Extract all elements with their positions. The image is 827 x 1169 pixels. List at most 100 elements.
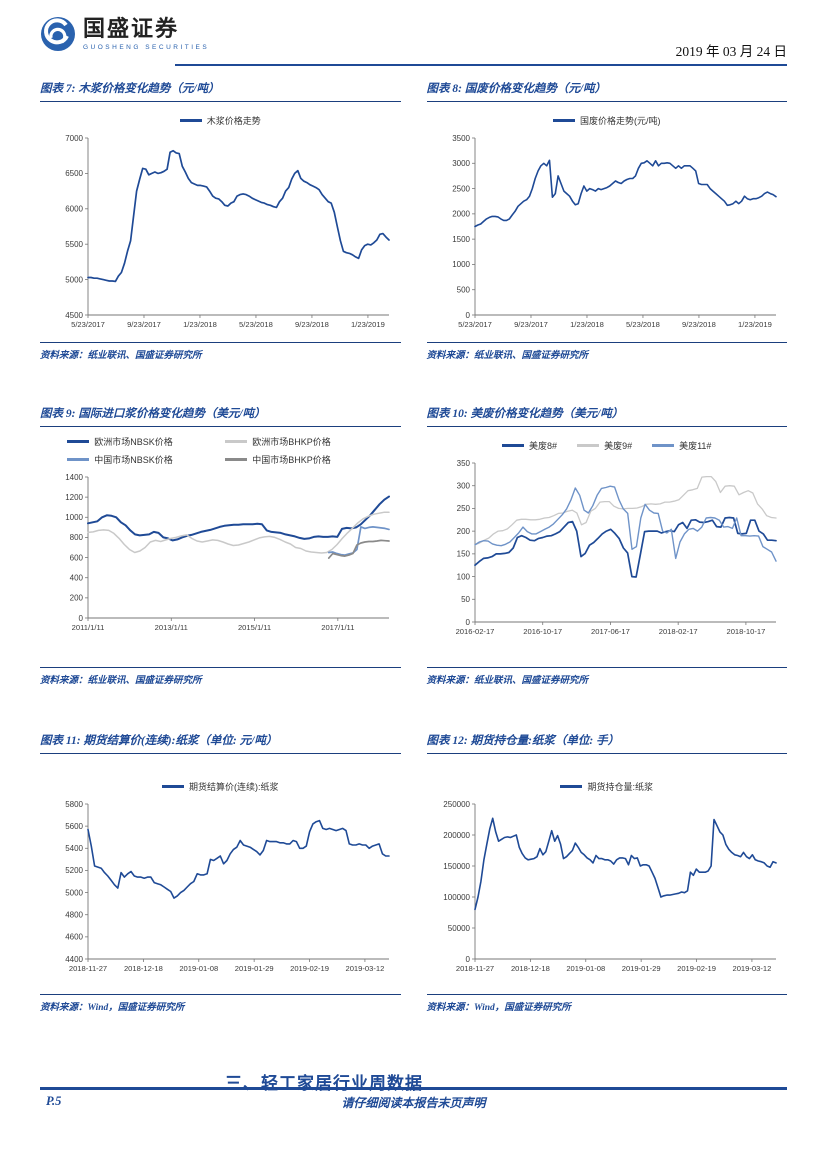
legend-item: 欧洲市场BHKP价格 (225, 435, 373, 448)
svg-text:2019-03-12: 2019-03-12 (732, 964, 771, 973)
imported-pulp-price-chart: 0 200 400 600 800 1000 1200 1400 2011/1/11 2013/1… (65, 473, 391, 632)
svg-text:2018-12-18: 2018-12-18 (511, 964, 550, 973)
svg-text:500: 500 (456, 286, 470, 295)
svg-text:2018-12-18: 2018-12-18 (124, 964, 163, 973)
legend-label: 期货持仓量:纸浆 (587, 782, 653, 792)
legend-label: 美废9# (604, 441, 633, 451)
svg-text:200: 200 (70, 594, 84, 603)
svg-text:6000: 6000 (65, 205, 83, 214)
figure-8-body: 国废价格走势(元/吨) 0 500 1000 1500 2000 2500 3000 3500… (427, 102, 788, 342)
svg-text:2019-01-29: 2019-01-29 (235, 964, 274, 973)
svg-text:100000: 100000 (443, 893, 470, 902)
legend-label: 木浆价格走势 (206, 116, 261, 126)
guosheng-logo-icon (41, 17, 75, 51)
figure-12: 图表 12: 期货持仓量:纸浆（单位: 手） 期货持仓量:纸浆 0 50000 10… (426, 732, 788, 1013)
svg-text:2016-02-17: 2016-02-17 (455, 627, 494, 636)
svg-text:2018-02-17: 2018-02-17 (658, 627, 697, 636)
figure-row-3: 图表 11: 期货结算价(连续):纸浆（单位: 元/吨） 期货结算价(连续):纸… (40, 732, 787, 1013)
figure-8-source: 资料来源：纸业联讯、国盛证券研究所 (426, 342, 787, 361)
report-date: 2019 年 03 月 24 日 (675, 44, 787, 59)
page-footer: P.5 请仔细阅读本报告末页声明 (40, 1087, 787, 1112)
legend-item: 木浆价格走势 (179, 114, 261, 127)
figure-7-body: 木浆价格走势 4500 5000 5500 6000 6500 7000 5/23/2017… (40, 102, 401, 342)
legend-item: 美废9# (577, 439, 632, 452)
pulp-futures-settlement-chart: 4400 4600 4800 5000 5200 5400 5600 5800 2018-11-… (65, 800, 391, 973)
svg-text:0: 0 (465, 618, 470, 627)
legend-label: 美废11# (679, 441, 712, 451)
svg-text:1400: 1400 (65, 473, 83, 482)
svg-text:400: 400 (70, 574, 84, 583)
figure-11-body: 期货结算价(连续):纸浆 4400 4600 4800 5000 5200 5400 560… (40, 754, 401, 994)
svg-text:2019-01-29: 2019-01-29 (621, 964, 660, 973)
figure-11: 图表 11: 期货结算价(连续):纸浆（单位: 元/吨） 期货结算价(连续):纸… (40, 732, 401, 1013)
header-divider (175, 63, 787, 66)
svg-text:9/23/2017: 9/23/2017 (127, 320, 161, 329)
legend-line-swatch (67, 440, 90, 443)
figure-9: 图表 9: 国际进口浆价格变化趋势（美元/吨） 欧洲市场NBSK价格 欧洲市场BH… (40, 405, 401, 686)
svg-text:9/23/2018: 9/23/2018 (295, 320, 329, 329)
svg-text:5/23/2018: 5/23/2018 (626, 320, 660, 329)
svg-text:0: 0 (79, 614, 84, 623)
figure-row-2: 图表 9: 国际进口浆价格变化趋势（美元/吨） 欧洲市场NBSK价格 欧洲市场BH… (40, 405, 787, 686)
figure-12-body: 期货持仓量:纸浆 0 50000 100000 150000 200000 250000 2… (427, 754, 788, 994)
svg-text:2017-06-17: 2017-06-17 (591, 627, 630, 636)
svg-text:9/23/2017: 9/23/2017 (514, 320, 548, 329)
svg-text:1/23/2019: 1/23/2019 (351, 320, 385, 329)
svg-text:2019-02-19: 2019-02-19 (290, 964, 329, 973)
figure-7-title: 图表 7: 木浆价格变化趋势（元/吨） (40, 80, 401, 102)
figure-11-title: 图表 11: 期货结算价(连续):纸浆（单位: 元/吨） (40, 732, 401, 754)
figure-8-legend: 国废价格走势(元/吨) (553, 114, 661, 127)
svg-text:800: 800 (70, 533, 84, 542)
figure-9-title: 图表 9: 国际进口浆价格变化趋势（美元/吨） (40, 405, 401, 427)
figure-8: 图表 8: 国废价格变化趋势（元/吨） 国废价格走势(元/吨) 0 500 1000… (426, 80, 788, 361)
footer-disclaimer: 请仔细阅读本报告末页声明 (341, 1096, 486, 1110)
legend-label: 期货结算价(连续):纸浆 (189, 782, 279, 792)
legend-line-swatch (179, 119, 202, 122)
figure-11-source: 资料来源：Wind，国盛证券研究所 (40, 994, 401, 1013)
figure-7-source: 资料来源：纸业联讯、国盛证券研究所 (40, 342, 401, 361)
legend-line-swatch (67, 458, 90, 461)
figure-9-body: 欧洲市场NBSK价格 欧洲市场BHKP价格 中国市场NBSK价格 中国市场BHKP价格… (40, 427, 401, 667)
figure-11-legend: 期货结算价(连续):纸浆 (162, 780, 279, 793)
svg-text:2018-11-27: 2018-11-27 (456, 964, 494, 973)
svg-text:4400: 4400 (65, 955, 83, 964)
svg-text:5/23/2018: 5/23/2018 (239, 320, 273, 329)
footer-divider (40, 1087, 787, 1090)
figure-7-legend: 木浆价格走势 (179, 114, 261, 127)
svg-text:2019-01-08: 2019-01-08 (180, 964, 219, 973)
svg-text:2016-10-17: 2016-10-17 (523, 627, 562, 636)
legend-label: 美废8# (529, 441, 558, 451)
legend-label: 欧洲市场NBSK价格 (94, 437, 173, 447)
svg-text:2017/1/11: 2017/1/11 (321, 623, 354, 632)
legend-item: 中国市场NBSK价格 (67, 453, 215, 466)
legend-line-swatch (162, 785, 184, 788)
svg-text:5000: 5000 (65, 888, 83, 897)
svg-text:3000: 3000 (452, 159, 470, 168)
legend-line-swatch (225, 458, 248, 461)
svg-text:3500: 3500 (452, 134, 470, 143)
brand-name-en: GUOSHENG SECURITIES (83, 44, 210, 51)
brand-logo: 国盛证券 GUOSHENG SECURITIES (40, 16, 209, 52)
svg-text:2013/1/11: 2013/1/11 (155, 623, 188, 632)
svg-text:6500: 6500 (65, 169, 83, 178)
svg-text:600: 600 (70, 553, 84, 562)
svg-text:1/23/2019: 1/23/2019 (738, 320, 772, 329)
svg-text:1000: 1000 (65, 513, 83, 522)
legend-label: 中国市场BHKP价格 (252, 455, 331, 465)
legend-line-swatch (225, 440, 248, 443)
svg-text:0: 0 (465, 311, 470, 320)
svg-text:2500: 2500 (452, 184, 470, 193)
page-number: P.5 (46, 1094, 62, 1108)
figure-row-1: 图表 7: 木浆价格变化趋势（元/吨） 木浆价格走势 4500 5000 5500 6… (40, 80, 787, 361)
svg-text:5200: 5200 (65, 866, 83, 875)
svg-text:150: 150 (456, 550, 470, 559)
figure-12-legend: 期货持仓量:纸浆 (560, 780, 653, 793)
legend-line-swatch (553, 119, 575, 122)
legend-item: 期货持仓量:纸浆 (560, 780, 653, 793)
svg-text:2015/1/11: 2015/1/11 (238, 623, 271, 632)
figure-8-title: 图表 8: 国废价格变化趋势（元/吨） (426, 80, 787, 102)
figure-9-legend: 欧洲市场NBSK价格 欧洲市场BHKP价格 中国市场NBSK价格 中国市场BHKP价格 (60, 435, 380, 466)
svg-text:2019-02-19: 2019-02-19 (677, 964, 716, 973)
svg-text:5800: 5800 (65, 800, 83, 809)
legend-item: 美废8# (502, 439, 557, 452)
